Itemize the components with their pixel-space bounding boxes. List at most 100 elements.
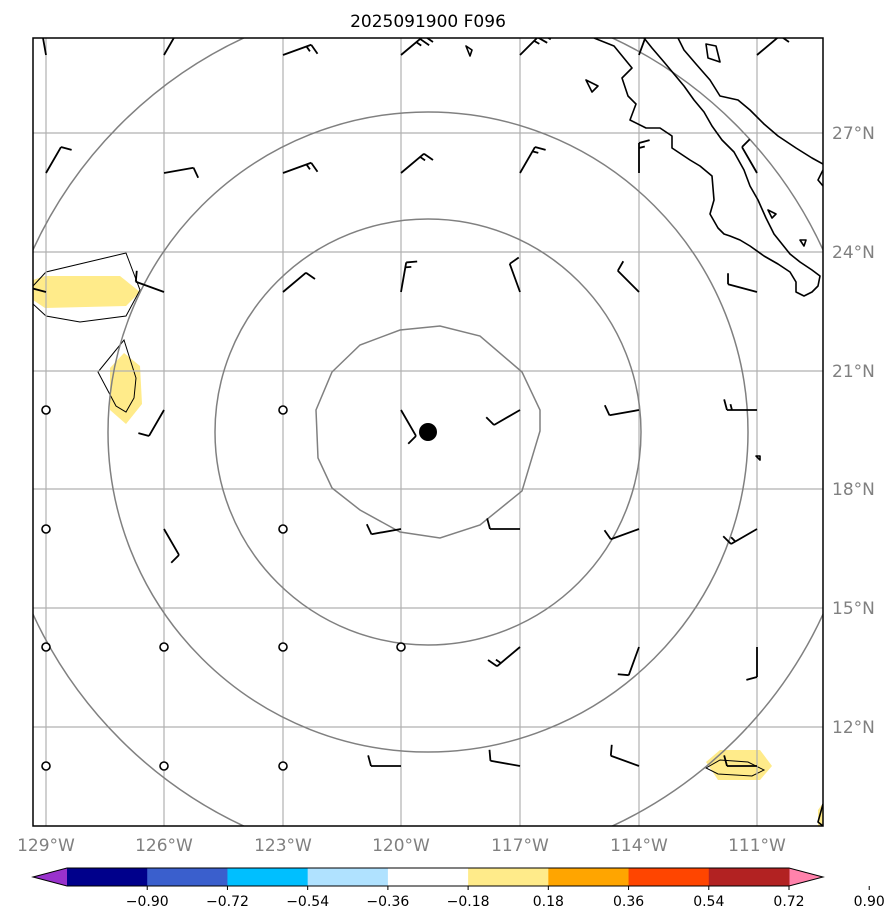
colorbar-cell <box>468 868 549 886</box>
storm-center-marker <box>419 423 437 441</box>
range-ring-3 <box>107 111 749 753</box>
calm-wind-marker <box>278 642 288 652</box>
wind-barb <box>42 38 47 56</box>
calm-wind-marker <box>159 761 169 771</box>
colorbar-tick-label: −0.36 <box>366 894 409 910</box>
wind-barb <box>603 404 640 417</box>
calm-wind-marker <box>278 761 288 771</box>
wind-barb <box>722 528 758 545</box>
colorbar: −0.90 −0.72 −0.54 −0.36 −0.18 0.18 0.36 0.54 0.7… <box>31 867 885 910</box>
wind-barb <box>45 146 72 174</box>
wind-barb <box>603 528 640 541</box>
lon-label: 114°W <box>610 836 668 856</box>
wind-barb <box>163 528 180 564</box>
colorbar-tick-label: 0.72 <box>773 894 804 910</box>
wind-barb <box>746 647 758 681</box>
colorbar-tick-label: −0.54 <box>286 894 329 910</box>
colorbar-tick-label: −0.18 <box>447 894 490 910</box>
lat-label: 21°N <box>832 362 875 382</box>
wind-barb <box>163 38 175 56</box>
colorbar-cell <box>708 868 790 886</box>
wind-barb <box>400 152 434 174</box>
colorbar-outline <box>31 867 825 887</box>
calm-wind-marker <box>278 405 288 415</box>
colorbar-tick-label: 0.54 <box>693 894 724 910</box>
lon-label: 111°W <box>728 836 786 856</box>
wind-barbs <box>33 38 790 771</box>
colorbar-tick-label: −0.72 <box>206 894 249 910</box>
wind-barb <box>609 744 640 767</box>
range-rings <box>33 38 823 826</box>
wind-barb <box>282 43 319 56</box>
colorbar-tick-label: 0.18 <box>533 894 564 910</box>
wind-barb <box>638 38 647 56</box>
colorbar-cell <box>387 868 469 886</box>
wind-barb <box>723 755 757 767</box>
wind-barb <box>400 409 417 445</box>
colorbar-cell <box>227 868 309 886</box>
colorbar-cell <box>67 868 148 886</box>
wind-barb <box>617 646 640 677</box>
colorbar-tick-label: 0.36 <box>613 894 644 910</box>
wind-barb <box>519 146 546 174</box>
wind-barb <box>741 138 758 174</box>
wind-barb <box>400 38 434 56</box>
wind-barb <box>486 518 520 530</box>
coastline <box>465 38 823 826</box>
latitude-labels: 27°N 24°N 21°N 18°N 15°N 12°N <box>832 124 875 738</box>
range-ring-1 <box>315 325 541 539</box>
range-ring-2 <box>214 218 642 646</box>
wind-barb <box>756 38 790 56</box>
lon-label: 123°W <box>254 836 312 856</box>
lat-label: 27°N <box>832 124 875 144</box>
wind-barb <box>519 38 552 56</box>
map-frame <box>32 37 824 827</box>
wind-barb <box>508 256 521 293</box>
wind-barb <box>163 166 200 179</box>
calm-wind-marker <box>278 524 288 534</box>
lat-label: 15°N <box>832 599 875 619</box>
lon-label: 126°W <box>135 836 193 856</box>
lat-label: 24°N <box>832 243 875 263</box>
colorbar-extend-high <box>789 868 823 886</box>
calm-wind-marker <box>159 642 169 652</box>
wind-barb <box>638 139 650 173</box>
wind-barb <box>282 161 319 174</box>
wind-barb <box>617 260 640 293</box>
wind-barb <box>727 273 758 293</box>
shaded-region-southeast <box>706 750 772 780</box>
wind-barb <box>400 260 418 293</box>
wind-barb <box>488 749 521 767</box>
region-contours <box>33 252 766 777</box>
calm-wind-marker <box>41 642 51 652</box>
calm-wind-marker <box>41 524 51 534</box>
wind-barb <box>487 646 521 668</box>
wind-barb <box>134 270 165 293</box>
lon-label: 129°W <box>17 836 75 856</box>
lat-label: 18°N <box>832 480 875 500</box>
colorbar-extend-low <box>33 868 67 886</box>
calm-wind-marker <box>396 642 406 652</box>
colorbar-tick-label: 0.90 <box>854 894 885 910</box>
wind-barb <box>138 409 165 437</box>
baja-coastline <box>593 38 821 297</box>
lon-label: 120°W <box>372 836 430 856</box>
wind-barb <box>723 399 757 411</box>
colorbar-cell <box>628 868 710 886</box>
calm-wind-marker <box>41 761 51 771</box>
colorbar-cell <box>147 868 228 886</box>
wind-barb <box>282 271 316 293</box>
wind-barb <box>365 523 402 536</box>
map-title: 2025091900 F096 <box>350 12 506 32</box>
lon-label: 117°W <box>491 836 549 856</box>
shaded-region-west <box>33 276 140 308</box>
map-area <box>33 38 823 826</box>
wind-barb <box>367 755 401 767</box>
wind-barb <box>33 287 47 293</box>
colorbar-cell <box>307 868 389 886</box>
mainland-coastline <box>677 38 823 165</box>
longitude-labels: 129°W 126°W 123°W 120°W 117°W 114°W 111°… <box>17 836 786 856</box>
shaded-regions <box>33 276 823 826</box>
calm-wind-marker <box>41 405 51 415</box>
